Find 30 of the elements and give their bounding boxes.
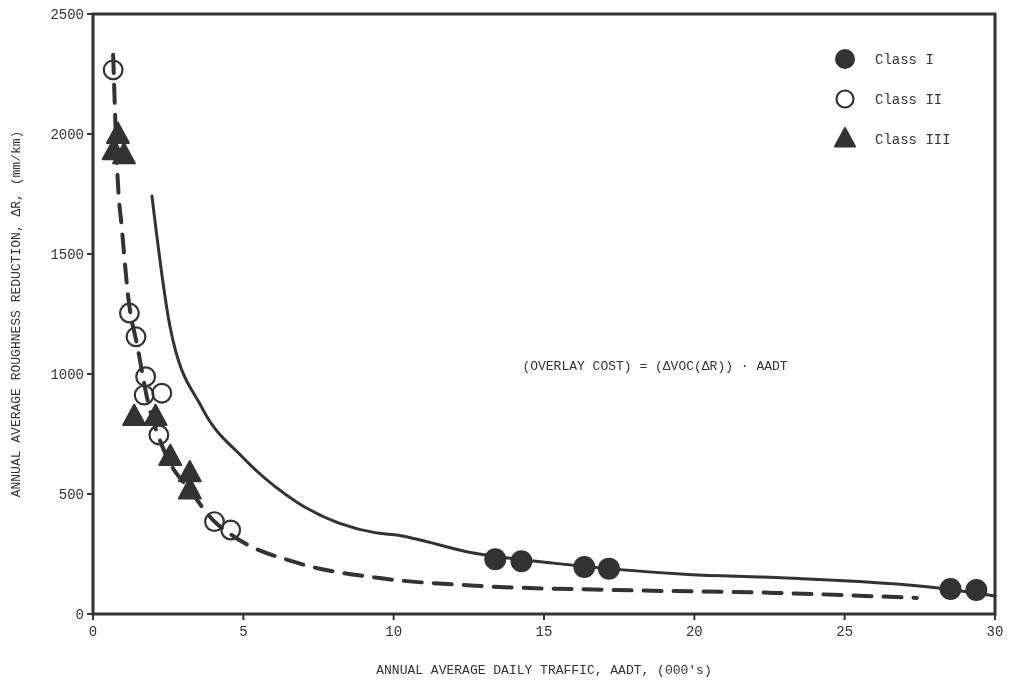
y-tick-label: 0: [75, 607, 84, 623]
y-tick-label: 2000: [50, 127, 84, 143]
x-axis-title: ANNUAL AVERAGE DAILY TRAFFIC, AADT, (000's): [376, 663, 712, 678]
x-tick-label: 15: [535, 624, 553, 640]
x-tick-label: 30: [986, 624, 1004, 640]
point: [125, 326, 147, 348]
point: [135, 366, 157, 388]
point: [158, 443, 183, 467]
x-tick-label: 0: [88, 624, 98, 640]
point: [102, 59, 124, 81]
y-tick-label: 1500: [50, 247, 84, 263]
x-tick-label: 20: [685, 624, 703, 640]
point: [133, 384, 155, 406]
point: [204, 511, 225, 533]
x-tick-label: 5: [239, 624, 248, 640]
y-tick-label: 500: [58, 487, 84, 503]
y-tick-label: 2500: [50, 7, 84, 23]
y-axis-title: ANNUAL AVERAGE ROUGHNESS REDUCTION, ΔR, (mm/km): [9, 130, 24, 498]
legend-label: Class I: [875, 52, 934, 68]
point: [220, 519, 242, 541]
x-tick-label: 25: [836, 624, 854, 640]
point: [148, 424, 170, 446]
point: [151, 382, 173, 404]
point: [118, 302, 140, 324]
annotation: (OVERLAY COST) = (ΔVOC(ΔR)) · AADT: [522, 359, 788, 374]
legend-label: Class II: [875, 92, 943, 108]
y-tick-label: 1000: [50, 367, 84, 383]
legend-label: Class III: [875, 132, 951, 148]
x-tick-label: 10: [385, 624, 403, 640]
point: [122, 403, 147, 426]
